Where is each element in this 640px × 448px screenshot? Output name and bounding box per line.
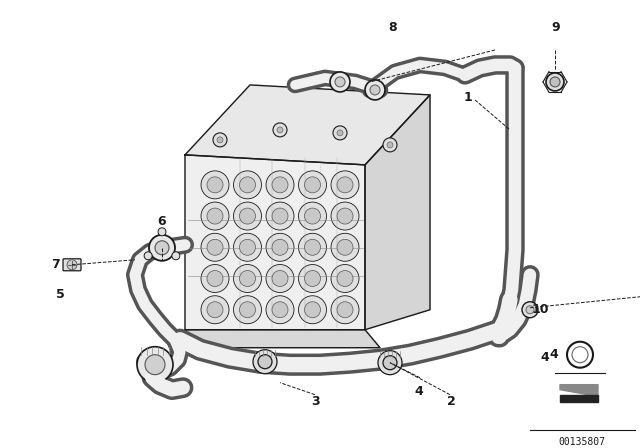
Circle shape	[383, 356, 397, 370]
Circle shape	[207, 271, 223, 287]
Text: 2: 2	[447, 395, 456, 408]
Text: 6: 6	[157, 215, 166, 228]
Circle shape	[272, 302, 288, 318]
Circle shape	[272, 271, 288, 287]
Text: 4: 4	[549, 348, 558, 361]
Circle shape	[337, 208, 353, 224]
Circle shape	[331, 233, 359, 261]
Circle shape	[234, 264, 262, 293]
Circle shape	[234, 171, 262, 199]
Circle shape	[234, 233, 262, 261]
FancyBboxPatch shape	[63, 259, 81, 271]
Circle shape	[337, 302, 353, 318]
Circle shape	[526, 306, 534, 314]
Circle shape	[201, 233, 229, 261]
Circle shape	[277, 127, 283, 133]
Text: 5: 5	[56, 288, 65, 301]
Circle shape	[239, 239, 255, 255]
Circle shape	[330, 72, 350, 92]
Text: 00135807: 00135807	[559, 437, 605, 447]
Polygon shape	[185, 155, 365, 330]
Circle shape	[266, 202, 294, 230]
Circle shape	[331, 171, 359, 199]
Circle shape	[207, 177, 223, 193]
Circle shape	[337, 271, 353, 287]
Circle shape	[272, 177, 288, 193]
Text: 8: 8	[388, 22, 397, 34]
Circle shape	[234, 202, 262, 230]
Circle shape	[522, 302, 538, 318]
Circle shape	[207, 302, 223, 318]
Circle shape	[273, 123, 287, 137]
Circle shape	[234, 296, 262, 324]
Circle shape	[335, 77, 345, 87]
Circle shape	[258, 355, 272, 369]
Text: 4: 4	[415, 385, 424, 398]
Circle shape	[155, 241, 169, 255]
Circle shape	[333, 126, 347, 140]
Circle shape	[201, 296, 229, 324]
Circle shape	[305, 177, 321, 193]
Circle shape	[298, 202, 326, 230]
Circle shape	[298, 264, 326, 293]
Text: 10: 10	[531, 303, 548, 316]
Circle shape	[201, 202, 229, 230]
Circle shape	[207, 208, 223, 224]
Circle shape	[67, 260, 77, 270]
Text: 1: 1	[463, 91, 472, 104]
Circle shape	[172, 252, 180, 260]
Circle shape	[201, 171, 229, 199]
Circle shape	[298, 296, 326, 324]
Circle shape	[546, 73, 564, 91]
Circle shape	[239, 208, 255, 224]
Circle shape	[337, 177, 353, 193]
Polygon shape	[560, 395, 598, 402]
Circle shape	[337, 239, 353, 255]
Circle shape	[207, 239, 223, 255]
Circle shape	[158, 228, 166, 236]
Circle shape	[144, 252, 152, 260]
Polygon shape	[185, 85, 430, 165]
Text: 9: 9	[552, 22, 560, 34]
Text: 7: 7	[51, 258, 60, 271]
Circle shape	[213, 133, 227, 147]
Circle shape	[305, 271, 321, 287]
Circle shape	[383, 138, 397, 152]
Circle shape	[305, 239, 321, 255]
Circle shape	[370, 85, 380, 95]
Circle shape	[387, 142, 393, 148]
Circle shape	[331, 264, 359, 293]
Circle shape	[298, 171, 326, 199]
Circle shape	[239, 271, 255, 287]
Circle shape	[378, 351, 402, 375]
Circle shape	[272, 239, 288, 255]
Polygon shape	[560, 385, 598, 395]
Circle shape	[550, 77, 560, 87]
Circle shape	[337, 130, 343, 136]
Polygon shape	[365, 95, 430, 330]
Circle shape	[266, 264, 294, 293]
Circle shape	[266, 233, 294, 261]
Circle shape	[331, 202, 359, 230]
Circle shape	[365, 80, 385, 100]
Circle shape	[331, 296, 359, 324]
Circle shape	[137, 347, 173, 383]
Circle shape	[272, 208, 288, 224]
Circle shape	[239, 302, 255, 318]
Circle shape	[145, 355, 165, 375]
Circle shape	[305, 208, 321, 224]
Text: 3: 3	[312, 395, 320, 408]
Circle shape	[149, 235, 175, 261]
Polygon shape	[185, 330, 380, 348]
Circle shape	[239, 177, 255, 193]
Circle shape	[266, 171, 294, 199]
Text: 4: 4	[541, 351, 549, 364]
Circle shape	[305, 302, 321, 318]
Circle shape	[266, 296, 294, 324]
Circle shape	[217, 137, 223, 143]
Circle shape	[201, 264, 229, 293]
Circle shape	[253, 350, 277, 374]
Circle shape	[298, 233, 326, 261]
